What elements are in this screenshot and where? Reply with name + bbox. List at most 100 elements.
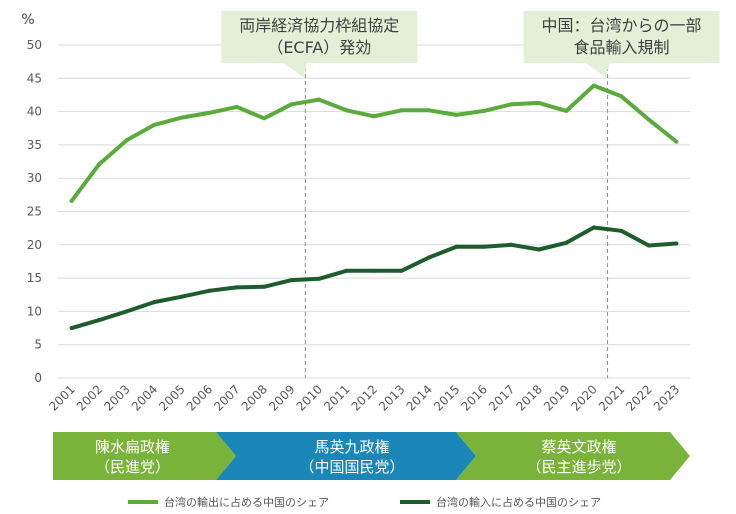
- data-point: [426, 108, 431, 113]
- data-point: [591, 225, 596, 230]
- era-band: [456, 432, 690, 480]
- annotation-box: [221, 11, 418, 77]
- x-tick-label: 2020: [568, 382, 599, 413]
- y-tick-label: 45: [27, 71, 42, 85]
- data-point: [262, 116, 267, 121]
- data-point: [289, 278, 294, 283]
- series-line-exports: [69, 83, 679, 203]
- data-point: [344, 268, 349, 273]
- x-tick-label: 2019: [541, 382, 572, 413]
- era-label: 陳水扁政権: [95, 438, 170, 456]
- data-point: [179, 115, 184, 120]
- data-point: [69, 198, 74, 203]
- x-tick-label: 2018: [513, 382, 544, 413]
- data-point: [372, 114, 376, 119]
- x-tick-label: 2001: [46, 382, 77, 413]
- data-point: [124, 138, 129, 143]
- x-tick-label: 2008: [239, 382, 270, 413]
- data-point: [344, 108, 349, 113]
- annotation-text: 両岸経済協力枠組協定: [239, 16, 399, 35]
- data-point: [97, 162, 102, 167]
- annotation-box: [523, 11, 720, 77]
- x-tick-label: 2006: [184, 382, 215, 413]
- data-point: [399, 108, 404, 113]
- legend-entry: 台湾の輸出に占める中国のシェア: [164, 495, 329, 509]
- data-point: [674, 139, 679, 144]
- annotation-lines: [304, 60, 609, 378]
- x-tick-label: 2004: [129, 382, 160, 413]
- y-tick-label: 35: [27, 138, 42, 152]
- data-point: [69, 326, 74, 331]
- x-tick-label: 2013: [376, 382, 407, 413]
- data-point: [372, 268, 376, 273]
- gridlines: [58, 44, 690, 379]
- y-tick-label: 20: [27, 238, 42, 252]
- x-tick-label: 2010: [294, 382, 325, 413]
- x-tick-label: 2015: [431, 382, 462, 413]
- y-axis-label: %: [21, 12, 34, 28]
- y-tick-label: 40: [27, 105, 42, 119]
- legend: 台湾の輸出に占める中国のシェア 台湾の輸入に占める中国のシェア: [128, 495, 601, 509]
- y-axis-ticks: 0 5 10 15 20 25 30 35 40 45 50: [27, 38, 42, 385]
- data-point: [207, 288, 212, 293]
- data-point: [646, 117, 651, 122]
- data-point: [454, 112, 459, 117]
- y-tick-label: 15: [27, 271, 42, 285]
- annotation-text: 食品輸入規制: [574, 38, 670, 57]
- legend-entry: 台湾の輸入に占める中国のシェア: [436, 495, 601, 509]
- data-point: [674, 241, 679, 246]
- x-tick-label: 2011: [321, 382, 352, 413]
- x-tick-label: 2003: [101, 382, 132, 413]
- data-point: [426, 255, 431, 260]
- x-tick-label: 2002: [74, 382, 105, 413]
- data-point: [262, 284, 267, 289]
- data-point: [536, 247, 541, 252]
- data-point: [317, 276, 322, 281]
- era-label: （民進党）: [95, 458, 170, 476]
- data-point: [399, 268, 404, 273]
- era-label: （民主進歩党）: [526, 458, 631, 476]
- data-point: [591, 83, 596, 88]
- x-tick-label: 2005: [156, 382, 187, 413]
- series-group: [69, 83, 679, 331]
- x-tick-label: 2016: [459, 382, 490, 413]
- data-point: [289, 102, 294, 107]
- era-label: 馬英九政権: [314, 438, 389, 456]
- data-point: [564, 240, 569, 245]
- data-point: [152, 122, 157, 127]
- x-tick-label: 2022: [623, 382, 654, 413]
- x-tick-label: 2012: [349, 382, 380, 413]
- data-point: [97, 318, 102, 323]
- data-point: [179, 294, 184, 299]
- era-band: [53, 432, 236, 480]
- x-axis-ticks: 2001200220032004200520062007200820092010…: [46, 382, 682, 413]
- data-point: [536, 100, 541, 105]
- data-point: [124, 309, 129, 314]
- data-point: [481, 108, 486, 113]
- data-point: [509, 102, 514, 107]
- data-point: [234, 285, 239, 290]
- y-tick-label: 5: [34, 338, 42, 352]
- data-point: [509, 242, 514, 247]
- x-tick-label: 2017: [486, 382, 517, 413]
- data-point: [619, 228, 624, 233]
- y-tick-label: 50: [27, 38, 42, 52]
- y-tick-label: 0: [34, 371, 42, 385]
- era-label: （中国国民党）: [299, 458, 404, 476]
- era-label: 蔡英文政権: [541, 438, 616, 456]
- administration-bands: 陳水扁政権 （民進党） 馬英九政権 （中国国民党） 蔡英文政権 （民主進歩党）: [53, 432, 690, 480]
- data-point: [207, 110, 212, 115]
- data-point: [619, 94, 624, 99]
- data-point: [317, 97, 322, 102]
- era-band: [216, 432, 476, 480]
- x-tick-label: 2014: [404, 382, 435, 413]
- annotation-text: （ECFA）発効: [267, 38, 371, 57]
- x-tick-label: 2009: [266, 382, 297, 413]
- x-tick-label: 2021: [596, 382, 627, 413]
- y-tick-label: 30: [27, 171, 42, 185]
- y-tick-label: 10: [27, 304, 42, 318]
- annotation-text: 中国：台湾からの一部: [542, 16, 702, 35]
- x-tick-label: 2007: [211, 382, 242, 413]
